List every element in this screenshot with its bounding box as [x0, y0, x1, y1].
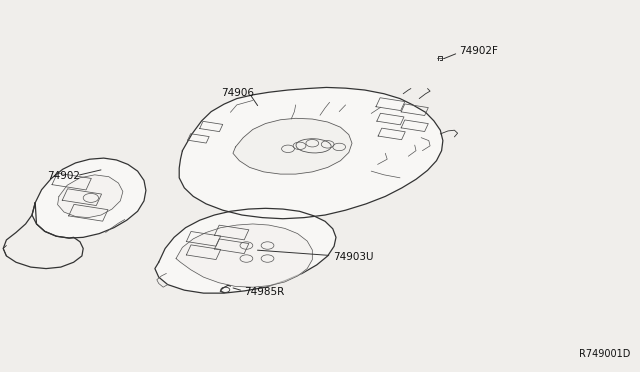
Polygon shape — [3, 203, 83, 269]
Text: R749001D: R749001D — [579, 349, 630, 359]
Text: 74902F: 74902F — [460, 46, 499, 56]
Polygon shape — [179, 87, 443, 219]
Polygon shape — [176, 224, 312, 287]
Text: 74985R: 74985R — [244, 287, 285, 297]
Text: 74903U: 74903U — [333, 252, 373, 262]
Polygon shape — [155, 208, 336, 293]
Text: 74902: 74902 — [47, 171, 80, 180]
Text: 74906: 74906 — [221, 88, 254, 98]
Polygon shape — [233, 118, 352, 174]
Polygon shape — [32, 158, 146, 238]
Polygon shape — [58, 175, 123, 218]
